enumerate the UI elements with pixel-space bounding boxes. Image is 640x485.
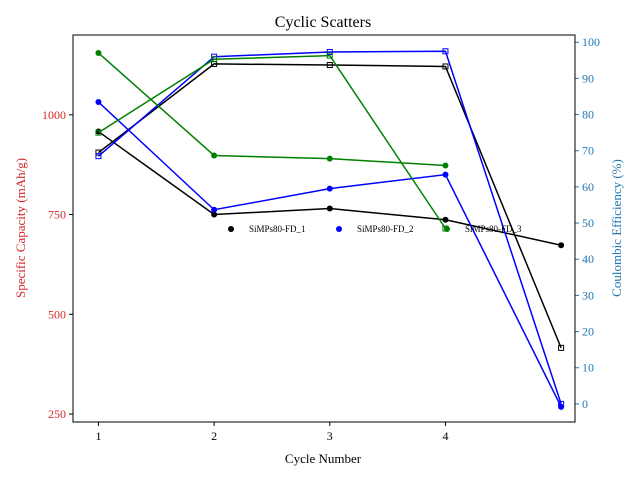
efficiency-point-2-1 <box>95 153 102 160</box>
y-axis-left-label: Specific Capacity (mAh/g) <box>13 158 28 298</box>
efficiency-point-2-3 <box>326 48 333 55</box>
efficiency-line-1 <box>97 63 562 349</box>
efficiency-point-1-3 <box>326 62 333 69</box>
y-right-tick-label-90: 90 <box>582 71 594 85</box>
y-left-tick-label-1000: 1000 <box>42 108 66 122</box>
y-right-tick-label-60: 60 <box>582 180 594 194</box>
capacity-line-2 <box>97 101 562 408</box>
capacity-point-3-3 <box>326 155 333 162</box>
capacity-point-2-4 <box>442 171 449 178</box>
y-right-tick-label-80: 80 <box>582 108 594 122</box>
legend-marker-1 <box>228 226 234 232</box>
x-tick-label-1: 1 <box>95 429 101 443</box>
y-right-tick-label-50: 50 <box>582 216 594 230</box>
x-tick-label-3: 3 <box>327 429 333 443</box>
capacity-point-2-2 <box>211 206 218 213</box>
capacity-point-1-5 <box>558 242 565 249</box>
plot-area: 1 2 3 4 250 500 750 1000 0 10 20 30 40 50 60 70 80 90 100 S… <box>42 35 600 443</box>
legend-label-2: SiMPs80-FD_2 <box>357 224 414 234</box>
x-axis-label: Cycle Number <box>285 451 362 466</box>
plot-frame <box>72 34 576 423</box>
y-left-tick-label-250: 250 <box>48 407 66 421</box>
capacity-point-2-1 <box>95 99 102 106</box>
capacity-line-3 <box>97 52 446 167</box>
y-left-tick-label-500: 500 <box>48 307 66 321</box>
efficiency-point-1-1 <box>95 149 102 156</box>
y-right-tick-label-30: 30 <box>582 288 594 302</box>
capacity-point-3-4 <box>442 162 449 169</box>
capacity-point-1-2 <box>211 211 218 218</box>
capacity-point-1-4 <box>442 216 449 223</box>
y-right-tick-label-20: 20 <box>582 325 594 339</box>
capacity-point-1-3 <box>326 205 333 212</box>
legend-label-3: SiMPs80-FD_3 <box>465 224 522 234</box>
y-axis-right-label: Coulombic Efficiency (%) <box>609 159 624 297</box>
legend-marker-3 <box>444 226 450 232</box>
efficiency-point-1-5 <box>558 344 565 351</box>
capacity-point-3-2 <box>211 152 218 159</box>
capacity-point-2-5 <box>558 403 565 410</box>
legend-label-1: SiMPs80-FD_1 <box>249 224 306 234</box>
legend-marker-2 <box>336 226 342 232</box>
y-right-tick-label-70: 70 <box>582 144 594 158</box>
efficiency-point-3-1 <box>95 129 102 136</box>
y-right-tick-label-10: 10 <box>582 361 594 375</box>
efficiency-line-2 <box>97 50 562 405</box>
efficiency-point-1-4 <box>442 63 449 70</box>
y-right-tick-label-40: 40 <box>582 252 594 266</box>
chart-title: Cyclic Scatters <box>275 14 371 31</box>
capacity-point-3-1 <box>95 49 102 56</box>
efficiency-point-3-2 <box>211 56 218 63</box>
efficiency-point-3-3 <box>326 52 333 59</box>
y-left-tick-label-750: 750 <box>48 208 66 222</box>
x-tick-label-4: 4 <box>442 429 448 443</box>
efficiency-line-3 <box>98 54 447 229</box>
y-right-tick-label-0: 0 <box>582 397 588 411</box>
efficiency-point-2-4 <box>442 48 449 55</box>
capacity-point-2-3 <box>326 185 333 192</box>
y-right-tick-label-100: 100 <box>582 35 600 49</box>
x-tick-label-2: 2 <box>211 429 217 443</box>
